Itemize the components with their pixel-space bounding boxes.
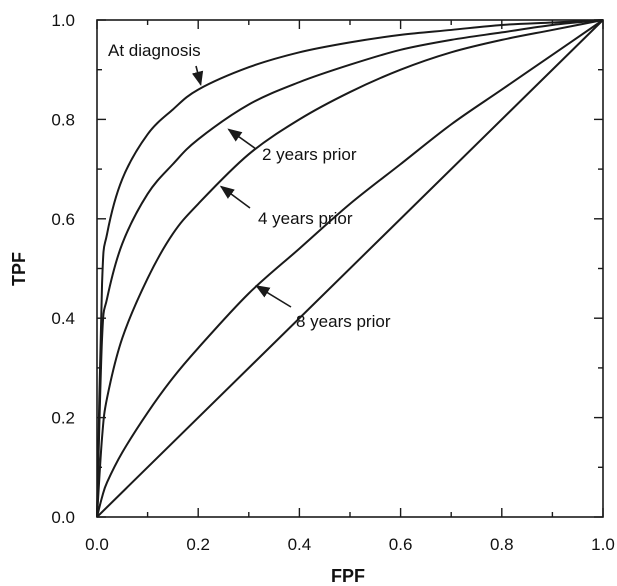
roc-curves — [96, 19, 604, 518]
curve-at-diagnosis — [96, 19, 604, 518]
annotation-label: 2 years prior — [262, 145, 357, 164]
annotation-label: 8 years prior — [296, 312, 391, 331]
x-tick-label: 0.4 — [288, 535, 312, 554]
annotation-arrow — [255, 285, 292, 308]
annotation-arrow — [191, 65, 204, 87]
x-tick-label: 1.0 — [591, 535, 615, 554]
annotation-label: 4 years prior — [258, 209, 353, 228]
curve-chance-diagonal — [96, 19, 604, 518]
y-tick-label: 1.0 — [51, 11, 75, 30]
annotation-label: At diagnosis — [108, 41, 201, 60]
x-tick-label: 0.2 — [186, 535, 210, 554]
tick-labels: 0.0 0.2 0.4 0.6 0.8 1.0 0.0 0.2 0.4 0.6 0.8 1.0 — [51, 11, 614, 554]
annotation-arrow — [227, 128, 257, 150]
annotation-arrow — [219, 185, 251, 209]
curve-8-years-prior — [96, 19, 604, 518]
curve-4-years-prior — [96, 19, 604, 518]
annotations: At diagnosis 2 years prior 4 years prior 8 … — [108, 41, 391, 331]
x-tick-label: 0.8 — [490, 535, 514, 554]
y-tick-label: 0.0 — [51, 508, 75, 527]
x-tick-label: 0.6 — [389, 535, 413, 554]
x-tick-label: 0.0 — [85, 535, 109, 554]
curve-2-years-prior — [96, 19, 604, 518]
y-tick-label: 0.2 — [51, 409, 75, 428]
y-tick-label: 0.4 — [51, 309, 75, 328]
x-axis-label: FPF — [331, 566, 365, 586]
y-tick-label: 0.8 — [51, 110, 75, 129]
y-axis-label: TPF — [9, 252, 29, 286]
y-tick-label: 0.6 — [51, 210, 75, 229]
